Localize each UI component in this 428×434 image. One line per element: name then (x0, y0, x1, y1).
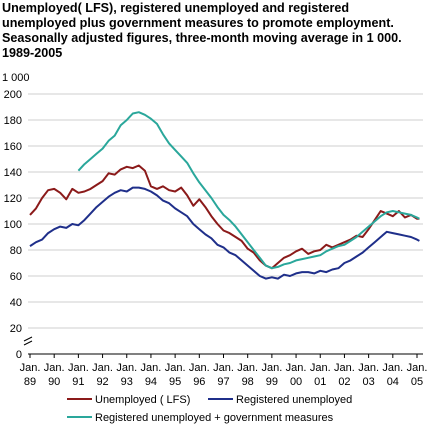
title-line-2: unemployed plus government measures to p… (2, 16, 394, 30)
x-tick-label-top: Jan. (382, 362, 403, 374)
x-tick-label-bottom: 02 (338, 376, 350, 388)
legend-label-3: Registered unemployed + government measu… (95, 412, 334, 424)
chart-title: Unemployed( LFS), registered unemployed … (2, 1, 426, 61)
x-tick-label-bottom: 89 (24, 376, 36, 388)
axis-break-mark (23, 336, 33, 342)
y-tick-label: 180 (4, 115, 22, 127)
x-tick-label-top: Jan. (213, 362, 234, 374)
x-tick-label-bottom: 05 (411, 376, 423, 388)
x-tick-label-bottom: 01 (314, 376, 326, 388)
y-tick-label: 40 (10, 297, 22, 309)
y-tick-label: 160 (4, 141, 22, 153)
x-tick-label-bottom: 91 (72, 376, 84, 388)
series-line-3 (77, 111, 420, 270)
x-tick-label-bottom: 00 (290, 376, 302, 388)
x-tick-label-bottom: 97 (217, 376, 229, 388)
x-tick-label-top: Jan. (141, 362, 162, 374)
y-tick-label: 0 (16, 349, 22, 361)
x-tick-label-bottom: 03 (363, 376, 375, 388)
x-tick-label-top: Jan. (20, 362, 41, 374)
title-line-1: Unemployed( LFS), registered unemployed … (2, 1, 350, 15)
y-tick-label: 80 (10, 245, 22, 257)
x-tick-label-top: Jan. (44, 362, 65, 374)
x-tick-label-bottom: 95 (169, 376, 181, 388)
y-tick-label: 120 (4, 193, 22, 205)
x-tick-label-top: Jan. (407, 362, 428, 374)
y-tick-label: 140 (4, 167, 22, 179)
x-tick-label-top: Jan. (334, 362, 355, 374)
y-tick-label: 100 (4, 219, 22, 231)
x-tick-label-top: Jan. (261, 362, 282, 374)
title-line-3: Seasonally adjusted figures, three-month… (2, 31, 402, 45)
x-tick-label-bottom: 90 (48, 376, 60, 388)
x-tick-label-top: Jan. (237, 362, 258, 374)
x-tick-label-top: Jan. (189, 362, 210, 374)
x-tick-label-bottom: 94 (145, 376, 157, 388)
x-tick-label-top: Jan. (286, 362, 307, 374)
x-tick-label-top: Jan. (358, 362, 379, 374)
x-tick-label-bottom: 93 (121, 376, 133, 388)
legend-label-2: Registered unemployed (236, 394, 352, 406)
x-tick-label-bottom: 99 (266, 376, 278, 388)
x-tick-label-top: Jan. (310, 362, 331, 374)
series-line-2 (29, 186, 420, 280)
x-tick-label-top: Jan. (116, 362, 137, 374)
unit-label: 1 000 (2, 72, 30, 84)
y-tick-label: 20 (10, 323, 22, 335)
y-tick-label: 200 (4, 89, 22, 101)
x-tick-label-bottom: 04 (387, 376, 399, 388)
title-line-4: 1989-2005 (2, 46, 63, 60)
legend-label-1: Unemployed ( LFS) (95, 394, 190, 406)
x-tick-label-top: Jan. (92, 362, 113, 374)
x-tick-label-bottom: 98 (242, 376, 254, 388)
x-tick-label-bottom: 96 (193, 376, 205, 388)
x-tick-label-top: Jan. (165, 362, 186, 374)
y-tick-label: 60 (10, 271, 22, 283)
x-tick-label-bottom: 92 (96, 376, 108, 388)
x-tick-label-top: Jan. (68, 362, 89, 374)
axis-break-mark (23, 340, 33, 346)
